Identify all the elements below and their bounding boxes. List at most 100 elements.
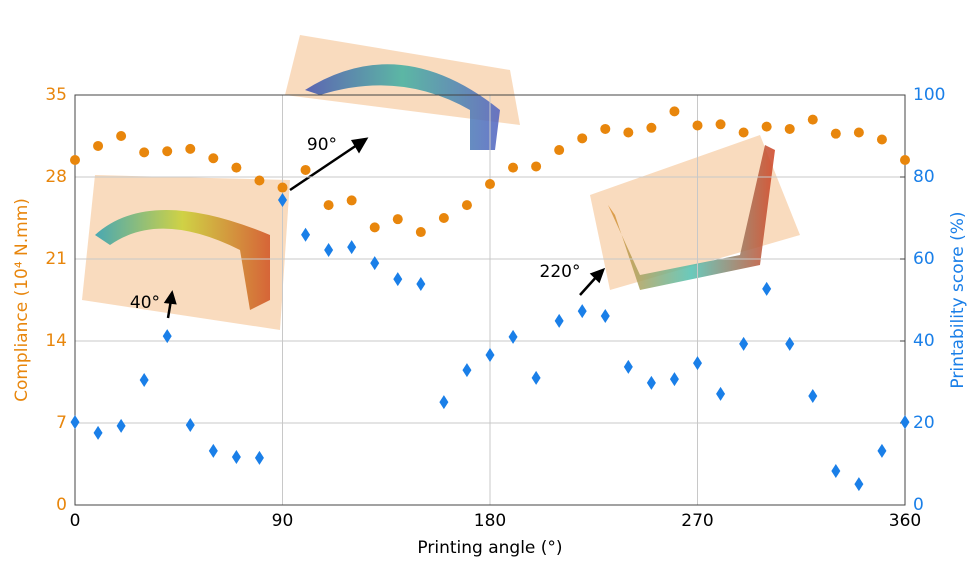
- point: [900, 415, 910, 430]
- point: [646, 375, 656, 390]
- point: [716, 386, 726, 401]
- point: [346, 195, 357, 206]
- point: [577, 133, 588, 144]
- point: [370, 256, 380, 271]
- point: [369, 222, 380, 233]
- point: [70, 415, 80, 430]
- point: [439, 395, 449, 410]
- point: [208, 443, 218, 458]
- point: [577, 304, 587, 319]
- x-tick-label: 270: [681, 511, 713, 531]
- point: [70, 155, 80, 166]
- point: [831, 463, 841, 478]
- x-tick-label: 0: [70, 511, 81, 531]
- point: [807, 114, 818, 125]
- point: [231, 162, 242, 173]
- x-tick-label: 360: [889, 511, 921, 531]
- point: [554, 145, 565, 156]
- y-tick-label: 14: [45, 331, 67, 351]
- arrow-head: [163, 290, 177, 305]
- point: [854, 477, 864, 492]
- point: [761, 121, 772, 132]
- arrows: [163, 137, 606, 319]
- inset-90-shape: [305, 64, 500, 150]
- point: [508, 162, 519, 173]
- point: [416, 277, 426, 292]
- y-axis-label: Compliance (10⁴ N.mm): [12, 198, 32, 402]
- point: [784, 123, 795, 134]
- arrow-head: [589, 267, 606, 284]
- point: [392, 214, 403, 225]
- y-tick-label: 7: [56, 413, 67, 433]
- x-tick-label: 90: [272, 511, 294, 531]
- annotation: 40°: [130, 293, 160, 313]
- y-tick-label: 21: [45, 249, 67, 269]
- point: [438, 213, 449, 223]
- inset-220: [590, 135, 800, 290]
- point: [485, 347, 495, 362]
- point: [738, 127, 749, 138]
- point: [393, 272, 403, 287]
- y2-tick-label: 60: [913, 249, 935, 269]
- y2-tick-label: 20: [913, 413, 935, 433]
- point: [415, 227, 426, 238]
- point: [93, 425, 103, 440]
- point: [876, 134, 887, 145]
- point: [508, 329, 518, 344]
- point: [300, 164, 311, 175]
- point: [531, 370, 541, 385]
- point: [278, 192, 287, 207]
- x-tick-label: 180: [474, 511, 506, 531]
- arrow: [289, 141, 361, 192]
- y-tick-label: 0: [56, 495, 67, 515]
- point: [185, 418, 195, 433]
- point: [116, 418, 126, 433]
- annotation: 90°: [307, 135, 337, 155]
- point: [646, 122, 657, 133]
- point: [623, 359, 633, 374]
- point: [600, 308, 610, 323]
- point: [600, 123, 611, 134]
- point: [877, 443, 887, 458]
- point: [853, 127, 864, 138]
- inset-40-shape: [95, 210, 270, 310]
- point: [669, 106, 680, 117]
- y-tick-label: 28: [45, 167, 67, 187]
- y2-tick-label: 0: [913, 495, 924, 515]
- x-axis-label: Printing angle (°): [417, 538, 562, 558]
- y2-tick-label: 40: [913, 331, 935, 351]
- point: [162, 329, 172, 344]
- point: [715, 119, 726, 130]
- annotation: 220°: [540, 262, 581, 282]
- y2-tick-label: 80: [913, 167, 935, 187]
- point: [531, 161, 542, 172]
- point: [900, 155, 910, 166]
- point: [254, 175, 265, 186]
- point: [139, 147, 150, 158]
- point: [277, 182, 288, 193]
- plot-frame: [74, 94, 906, 506]
- point: [461, 200, 472, 211]
- point: [139, 372, 149, 387]
- inset-40: [82, 175, 290, 330]
- point: [692, 120, 703, 131]
- point: [116, 131, 127, 141]
- point: [185, 143, 196, 154]
- point: [808, 388, 818, 403]
- point: [785, 336, 795, 351]
- y2-tick-label: 100: [913, 85, 945, 105]
- point: [762, 281, 772, 296]
- point: [693, 356, 702, 371]
- point: [162, 146, 173, 157]
- point: [324, 242, 334, 257]
- point: [301, 227, 311, 242]
- point: [830, 128, 841, 139]
- insets: [82, 35, 800, 330]
- point: [231, 450, 241, 465]
- point: [554, 313, 564, 328]
- arrow-head: [350, 137, 369, 154]
- point: [208, 153, 219, 164]
- point: [347, 240, 357, 255]
- point: [323, 200, 334, 211]
